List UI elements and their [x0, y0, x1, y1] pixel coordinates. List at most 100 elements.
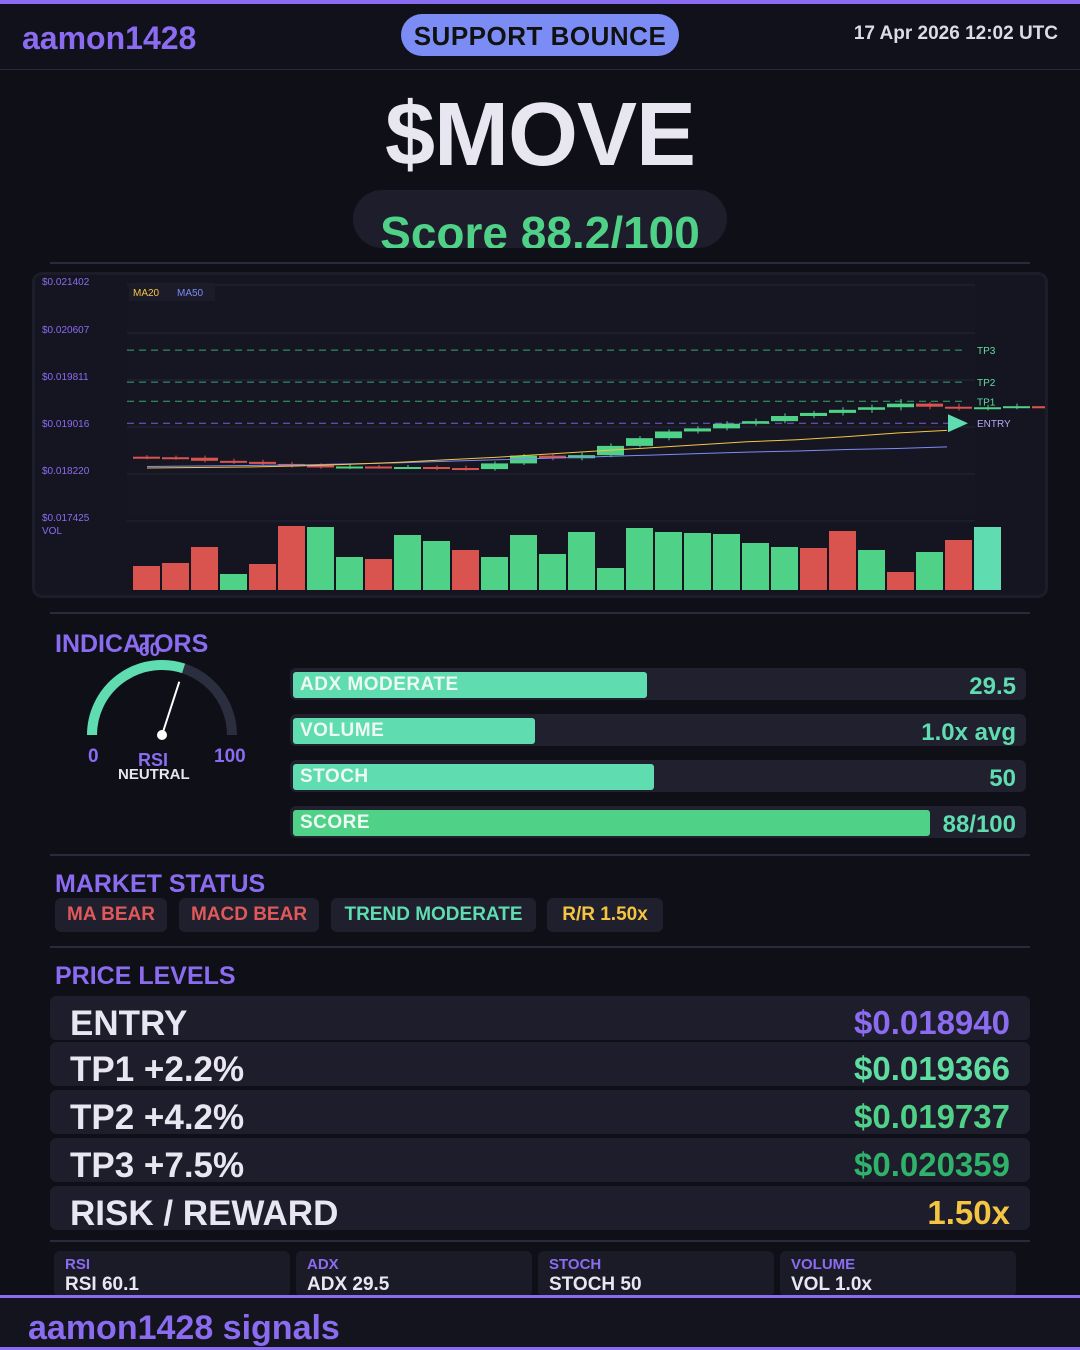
- stat-card-value: STOCH 50: [549, 1274, 642, 1295]
- chart-volume-bar: [916, 552, 943, 590]
- chart-y-tick: $0.019811: [42, 372, 89, 383]
- indicator-bar-label: ADX MODERATE: [300, 674, 459, 695]
- price-level-label: RISK / REWARD: [70, 1194, 339, 1233]
- chart-volume-bar: [307, 527, 334, 590]
- price-level-value: $0.020359: [854, 1146, 1010, 1183]
- price-level-risk-reward: RISK / REWARD 1.50x: [50, 1186, 1030, 1233]
- chart-candle: [684, 428, 711, 432]
- price-level-value: 1.50x: [927, 1194, 1010, 1231]
- status-badge-macd: MACD BEAR: [179, 898, 319, 932]
- rsi-gauge-fill: [87, 659, 186, 736]
- indicator-bar-value: 29.5: [969, 673, 1016, 700]
- chart-volume-bar: [945, 540, 972, 590]
- divider: [50, 854, 1030, 856]
- chart-candle: [916, 403, 943, 407]
- chart-volume-bar: [684, 533, 711, 590]
- chart-volume-bar: [800, 548, 827, 590]
- chart-candle: [481, 463, 508, 470]
- chart-volume-bar: [655, 532, 682, 590]
- chart-y-tick: $0.020607: [42, 325, 90, 336]
- chart-volume-bar: [162, 563, 189, 590]
- chart-candle: [510, 455, 537, 464]
- status-badge-trend: TREND MODERATE: [331, 898, 536, 932]
- chart-legend: [129, 283, 215, 301]
- chart-y-tick: $0.019016: [42, 419, 90, 430]
- chart-volume-bar: [539, 554, 566, 590]
- indicator-bar-label: SCORE: [300, 812, 371, 833]
- indicator-bar-label: VOLUME: [300, 720, 385, 741]
- chart-candle: [452, 468, 479, 471]
- chart-candle: [220, 460, 247, 463]
- chart-volume-bar: [191, 547, 218, 590]
- chart-volume-bar: [133, 566, 160, 590]
- chart-volume-bar: [249, 564, 276, 590]
- chart-volume-bar: [278, 526, 305, 590]
- status-badge-rr: R/R 1.50x: [547, 898, 663, 932]
- indicator-bar-score: SCORE 88/100: [290, 806, 1026, 838]
- indicator-bar-volume: VOLUME 1.0x avg: [290, 714, 1026, 746]
- chart-volume-bar: [365, 559, 392, 590]
- stat-card-stoch: STOCH STOCH 50: [538, 1251, 774, 1297]
- chart-candle: [365, 466, 392, 469]
- chart-ma50-line: [146, 446, 948, 467]
- indicator-bar-fill: [293, 764, 654, 790]
- chart-plot-area: [127, 281, 975, 517]
- chart-y-tick: $0.017425: [42, 513, 90, 524]
- indicator-bar-stoch: STOCH 50: [290, 760, 1026, 792]
- chart-volume-bar: [713, 534, 740, 590]
- stat-card-rsi: RSI RSI 60.1: [54, 1251, 290, 1297]
- chart-ma20-line: [146, 429, 948, 469]
- stat-card-label: RSI: [65, 1256, 91, 1273]
- price-level-tp3: TP3 +7.5% $0.020359: [50, 1138, 1030, 1185]
- chart-volume-bar: [394, 535, 421, 590]
- indicator-bar-adx: ADX MODERATE 29.5: [290, 668, 1026, 700]
- stat-card-value: VOL 1.0x: [791, 1274, 872, 1295]
- divider: [50, 946, 1030, 948]
- stat-card-label: ADX: [307, 1256, 339, 1273]
- chart-volume-bar: [510, 535, 537, 590]
- price-level-value: $0.019737: [854, 1098, 1010, 1135]
- chart-volume-bar: [858, 550, 885, 590]
- chart-volume-label: VOL: [42, 526, 62, 537]
- chart-volume-bar: [887, 572, 914, 590]
- stat-card-value: RSI 60.1: [65, 1274, 139, 1295]
- price-level-tp2: TP2 +4.2% $0.019737: [50, 1090, 1030, 1137]
- chart-candle: [887, 403, 914, 408]
- footer-brand: aamon1428 signals: [28, 1309, 340, 1347]
- chart-candle: [742, 421, 769, 424]
- chart-candle: [1003, 406, 1030, 409]
- footer-accent-line: [0, 1347, 1080, 1350]
- chart-level-label: TP3: [977, 346, 996, 357]
- stat-card-label: VOLUME: [791, 1256, 856, 1273]
- chart-volume-bar: [481, 557, 508, 590]
- rsi-gauge-max: 100: [214, 746, 246, 767]
- chart-candle: [394, 467, 421, 470]
- top-accent-line: [0, 0, 1080, 4]
- price-level-label: TP1 +2.2%: [70, 1050, 245, 1089]
- stat-card-label: STOCH: [549, 1256, 602, 1273]
- price-level-tp1: TP1 +2.2% $0.019366: [50, 1042, 1030, 1089]
- brand-name: aamon1428: [22, 20, 197, 56]
- chart-candle: [162, 457, 189, 460]
- chart-legend-ma20: MA20: [133, 288, 160, 299]
- indicator-bar-fill: [293, 672, 647, 698]
- chart-candle: [945, 406, 972, 409]
- chart-entry-arrow: [948, 414, 968, 433]
- header: aamon1428 SUPPORT BOUNCE 17 Apr 2026 12:…: [0, 4, 1080, 70]
- chart-candle: [974, 407, 1001, 410]
- rsi-gauge-pivot: [157, 730, 167, 740]
- chart-volume-bar: [829, 531, 856, 590]
- ticker-title: $MOVE: [384, 85, 696, 185]
- chart-volume-bar: [626, 528, 653, 590]
- price-level-label: TP3 +7.5%: [70, 1146, 245, 1185]
- chart-candle: [858, 407, 885, 410]
- chart-volume-bar: [336, 557, 363, 590]
- chart-candle: [336, 466, 363, 469]
- chart-volume-bar: [974, 527, 1001, 590]
- price-level-value: $0.018940: [854, 1004, 1010, 1041]
- rsi-gauge-needle: [161, 681, 181, 736]
- chart-legend-ma50: MA50: [177, 288, 204, 299]
- chart-candle: [1032, 406, 1059, 409]
- status-badge-ma: MA BEAR: [55, 898, 167, 932]
- chart-volume-bar: [742, 543, 769, 590]
